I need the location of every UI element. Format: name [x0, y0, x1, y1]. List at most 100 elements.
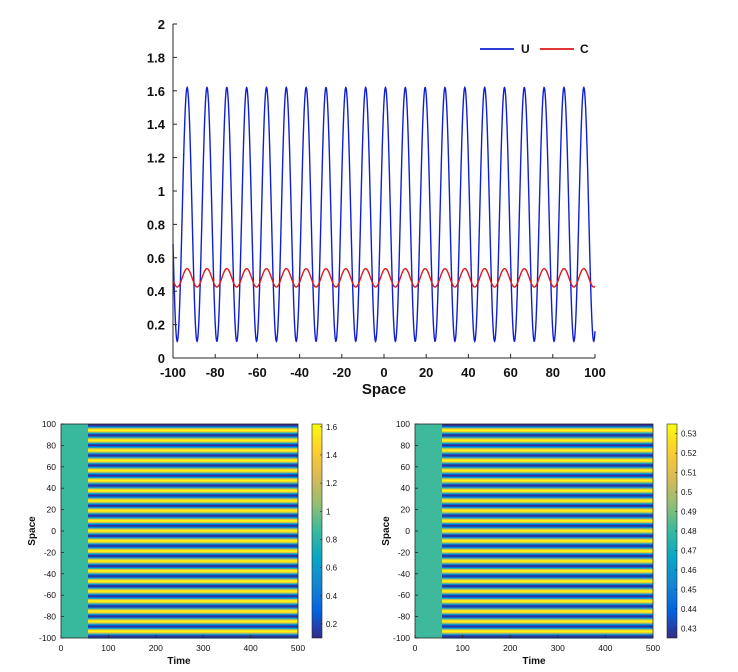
heatmap-c-band [442, 472, 653, 474]
heatmap-u-y-tick-label: 100 [42, 419, 56, 429]
heatmap-u-band [88, 615, 298, 618]
heatmap-u-band [88, 539, 298, 542]
heatmap-u-band [88, 597, 298, 600]
heatmap-u-band [88, 630, 298, 633]
heatmap-c-band [442, 618, 653, 621]
colorbar-c-tick-label: 0.48 [681, 527, 697, 536]
heatmap-c-band [442, 613, 653, 616]
heatmap-c-band [442, 631, 653, 634]
heatmap-u-band [88, 585, 298, 588]
heatmap-u-band [88, 511, 298, 514]
heatmap-c-band [442, 584, 653, 587]
heatmap-u-band [88, 472, 298, 474]
heatmap-u-band [88, 427, 298, 429]
heatmap-c-band [442, 511, 653, 514]
heatmap-c-band [442, 588, 653, 591]
heatmap-c-band [442, 536, 653, 539]
heatmap-c-band [442, 587, 653, 590]
heatmap-u-band [88, 437, 298, 440]
heatmap-c-band [442, 456, 653, 458]
heatmap-c-band [442, 589, 653, 592]
series-line-c [172, 267, 596, 288]
colorbar-u-tick-label: 1 [326, 507, 331, 516]
heatmap-u-band [88, 619, 298, 622]
heatmap-u-band [88, 518, 298, 520]
heatmap-u-band [88, 428, 298, 430]
heatmap-u-band [88, 449, 298, 452]
heatmap-u-band [88, 580, 298, 582]
heatmap-c-band [442, 506, 653, 509]
heatmap-c-band [442, 580, 653, 582]
heatmap-c-band [442, 617, 653, 620]
heatmap-u-band [88, 431, 298, 434]
heatmap-c-y-tick-label: -60 [398, 590, 411, 600]
heatmap-c-band [442, 461, 653, 464]
heatmap-u-band [88, 627, 298, 629]
heatmap-c-band [442, 574, 653, 577]
heatmap-c-band [442, 527, 653, 530]
heatmap-c-band [442, 517, 653, 519]
line-chart: -100 -80 -60 -40 -20 0 20 40 60 80 100 0 0.2 0.4 0.6 0.… [147, 17, 606, 398]
heatmap-c-band [442, 579, 653, 581]
heatmap-c-band [442, 473, 653, 475]
heatmap-u-band [88, 564, 298, 566]
heatmap-c-band [442, 540, 653, 543]
colorbar-c-tick-label: 0.5 [681, 488, 693, 497]
heatmap-c-band [442, 627, 653, 629]
heatmap-u-x-tick-label: 500 [291, 643, 305, 653]
heatmap-c-band [442, 516, 653, 518]
heatmap-u-band [88, 464, 298, 467]
line-y-tick-label: 0 [158, 351, 165, 366]
heatmap-c-band [442, 560, 653, 563]
heatmap-c-band [442, 457, 653, 459]
heatmap-u-band [88, 570, 298, 573]
line-y-tick-label: 1 [158, 184, 165, 199]
heatmap-c-band [442, 581, 653, 583]
heatmap-u-band [88, 537, 298, 540]
heatmap-u-band [88, 590, 298, 593]
heatmap-u-band [88, 517, 298, 519]
heatmap-u-band [88, 565, 298, 567]
heatmap-u-y-tick-label: 20 [47, 505, 57, 515]
colorbar-c-tick-label: 0.52 [681, 449, 697, 458]
heatmap-c-band [442, 571, 653, 574]
heatmap-u-band [88, 498, 298, 501]
heatmap-c-band [442, 510, 653, 513]
heatmap-u-band [88, 444, 298, 446]
heatmap-u-x-tick-label: 400 [244, 643, 258, 653]
colorbar-c-tick-label: 0.44 [681, 605, 697, 614]
heatmap-u-band [88, 447, 298, 450]
heatmap-u-band [88, 479, 298, 482]
heatmap-u-band [88, 625, 298, 627]
heatmap-c-band [442, 438, 653, 441]
heatmap-c-y-tick-label: -40 [398, 569, 411, 579]
heatmap-c-band [442, 455, 653, 457]
heatmap-u-band [88, 633, 298, 636]
heatmap-c-band [442, 598, 653, 601]
heatmap-c-band [442, 441, 653, 443]
heatmap-u-y-tick-label: -80 [44, 612, 57, 622]
heatmap-u-band [88, 551, 298, 553]
heatmap-c-band [442, 604, 653, 607]
heatmap-u-band [88, 567, 298, 570]
heatmap-u-band [88, 608, 298, 610]
heatmap-u-band [88, 446, 298, 449]
heatmap-u-band [88, 600, 298, 603]
heatmap-c-band [442, 573, 653, 576]
heatmap-c-y-tick-label: 0 [405, 526, 410, 536]
heatmap-u-y-tick-label: 80 [47, 440, 57, 450]
heatmap-u-band [88, 571, 298, 574]
heatmap-c-band [442, 434, 653, 437]
heatmap-u-band [88, 605, 298, 608]
heatmap-c-band [442, 610, 653, 612]
heatmap-c-band [442, 514, 653, 517]
heatmap-c-band [442, 578, 653, 580]
colorbar-c-tick-label: 0.49 [681, 508, 697, 517]
heatmap-c-band [442, 426, 653, 428]
heatmap-c-band [442, 437, 653, 440]
heatmap-c-band [442, 505, 653, 507]
heatmap-u-band [88, 604, 298, 607]
heatmap-c-band [442, 564, 653, 566]
heatmap-c-band [442, 531, 653, 533]
heatmap-u-band [88, 433, 298, 436]
